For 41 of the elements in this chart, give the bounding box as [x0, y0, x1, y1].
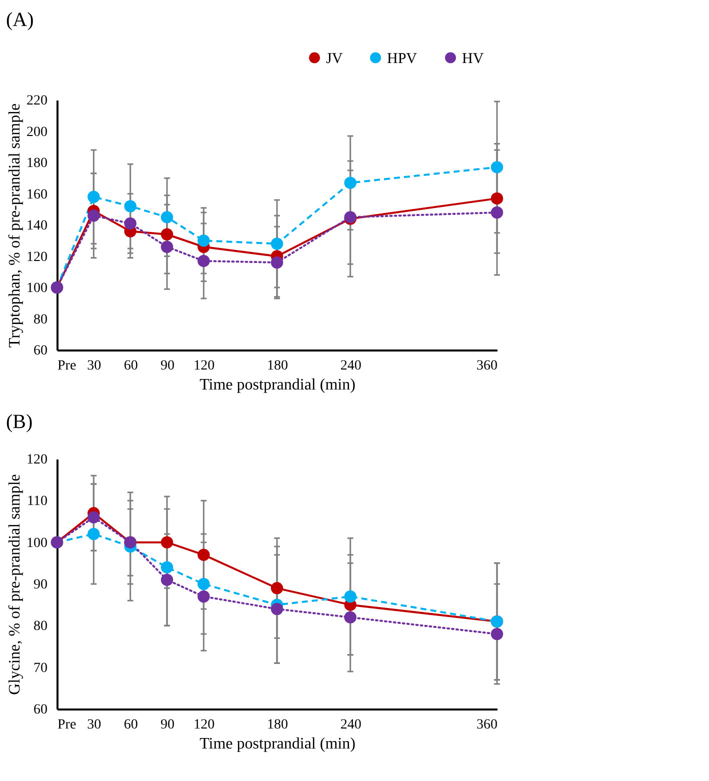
y-tick-label: 90 [34, 578, 48, 592]
x-tick-label: 180 [267, 718, 288, 732]
y-tick-label: 110 [27, 494, 48, 510]
y-tick-label: 140 [26, 218, 48, 234]
y-tick-label: 160 [26, 187, 48, 202]
x-tick-label: 60 [124, 718, 138, 732]
y-tick-label: 200 [26, 124, 48, 140]
y-tick-label: 220 [26, 94, 48, 108]
x-tick-label: 180 [267, 358, 288, 374]
y-tick-label: 60 [34, 344, 48, 358]
x-tick-label: 90 [160, 718, 174, 732]
y-axis-title: Tryptophan, % of pre-prandial sample [6, 103, 24, 348]
x-tick-label: 90 [160, 358, 174, 374]
y-tick-label: 120 [26, 452, 48, 468]
y-tick-label: 100 [26, 536, 48, 551]
y-tick-label: 60 [34, 702, 48, 718]
x-tick-label: 240 [340, 358, 362, 374]
x-tick-label: 360 [476, 718, 498, 732]
x-tick-label: Pre [58, 358, 76, 374]
x-axis-title: Time postprandial (min) [200, 376, 356, 394]
y-tick-label: 120 [26, 250, 48, 265]
y-tick-label: 80 [34, 312, 48, 328]
legend-label: JV [326, 50, 343, 67]
x-tick-label: 30 [87, 718, 102, 732]
y-tick-label: 70 [34, 660, 48, 676]
legend-label: HV [462, 50, 484, 67]
x-tick-label: 240 [340, 718, 362, 732]
legend-label: HPV [387, 50, 418, 67]
x-axis-title: Time postprandial (min) [200, 736, 356, 752]
chart-title: (B) [6, 411, 33, 433]
y-tick-label: 100 [26, 281, 48, 296]
x-tick-label: 120 [194, 358, 215, 374]
x-tick-label: 360 [476, 358, 498, 374]
x-tick-label: Pre [58, 718, 76, 732]
x-tick-label: 60 [124, 358, 138, 374]
y-tick-label: 80 [34, 619, 48, 634]
x-tick-label: 30 [87, 358, 102, 374]
chart-title: (A) [6, 9, 34, 31]
y-axis-title: Glycine, % of pre-prandial sample [6, 474, 24, 695]
y-tick-label: 180 [26, 156, 48, 171]
x-tick-label: 120 [194, 718, 215, 732]
